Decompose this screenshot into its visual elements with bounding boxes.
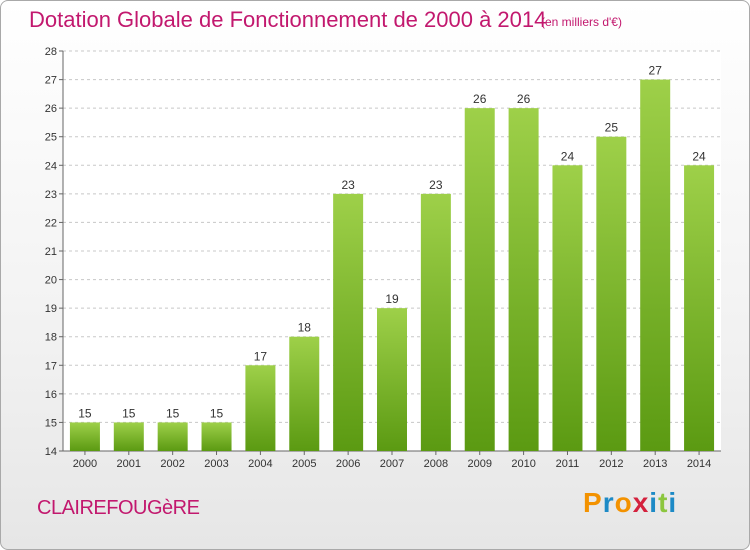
bar-value-label: 26 <box>473 92 487 106</box>
bar <box>289 336 320 451</box>
proxiti-logo: Proxiti <box>583 487 677 519</box>
y-tick-label: 19 <box>45 303 57 315</box>
x-tick-label: 2003 <box>204 458 228 470</box>
chart-subtitle: (en milliers d'€) <box>541 15 622 29</box>
bar <box>377 308 407 451</box>
y-tick-label: 28 <box>45 46 57 58</box>
brand-letter: x <box>632 487 650 518</box>
commune-name: CLAIREFOUGèRE <box>37 497 200 519</box>
bar-value-label: 23 <box>429 178 443 192</box>
bar-value-label: 15 <box>122 406 136 420</box>
bar-value-label: 18 <box>298 321 312 335</box>
bar <box>157 422 188 451</box>
y-tick-label: 14 <box>45 446 57 458</box>
bar-value-label: 15 <box>78 406 92 420</box>
brand-letter: i <box>668 487 678 518</box>
x-tick-label: 2001 <box>117 458 141 470</box>
x-tick-label: 2002 <box>160 458 184 470</box>
bar <box>596 136 627 451</box>
bar-value-label: 27 <box>649 64 663 78</box>
bar-value-label: 17 <box>254 349 268 363</box>
x-tick-label: 2008 <box>424 458 448 470</box>
brand-letter: P <box>583 487 603 518</box>
bar-value-label: 24 <box>561 149 575 163</box>
y-tick-label: 24 <box>45 160 57 172</box>
x-tick-label: 2004 <box>248 458 272 470</box>
y-tick-label: 27 <box>45 75 57 87</box>
bar-value-label: 25 <box>605 121 619 135</box>
brand-letter: o <box>614 487 633 518</box>
y-tick-label: 22 <box>45 217 57 229</box>
brand-letter: t <box>658 487 669 518</box>
bar <box>640 79 671 452</box>
bar-value-label: 26 <box>517 92 531 106</box>
bar <box>333 193 364 451</box>
x-tick-label: 2011 <box>556 458 580 470</box>
y-tick-label: 20 <box>45 275 57 287</box>
x-tick-label: 2014 <box>687 458 711 470</box>
bar <box>684 165 715 452</box>
bar <box>245 365 276 451</box>
bar <box>420 193 451 451</box>
bar-value-label: 24 <box>692 149 706 163</box>
bar-value-label: 15 <box>166 406 180 420</box>
y-tick-label: 15 <box>45 417 57 429</box>
y-tick-label: 25 <box>45 132 57 144</box>
y-tick-label: 18 <box>45 332 57 344</box>
y-tick-label: 23 <box>45 189 57 201</box>
brand-letter: r <box>602 487 615 518</box>
x-tick-label: 2012 <box>599 458 623 470</box>
y-tick-label: 21 <box>45 246 57 258</box>
x-tick-label: 2005 <box>292 458 316 470</box>
x-tick-label: 2000 <box>73 458 97 470</box>
x-tick-label: 2013 <box>643 458 667 470</box>
bar <box>464 108 495 452</box>
bar <box>69 422 100 451</box>
x-tick-label: 2007 <box>380 458 404 470</box>
x-tick-label: 2009 <box>467 458 491 470</box>
bar-value-label: 15 <box>210 406 224 420</box>
y-tick-label: 16 <box>45 389 57 401</box>
x-tick-label: 2006 <box>336 458 360 470</box>
brand-letter: i <box>649 487 659 518</box>
y-tick-label: 26 <box>45 103 57 115</box>
chart-title: Dotation Globale de Fonctionnement de 20… <box>29 7 547 32</box>
bar <box>552 165 583 452</box>
x-tick-label: 2010 <box>511 458 535 470</box>
bar <box>113 422 144 451</box>
bar <box>508 108 539 452</box>
bar-value-label: 23 <box>341 178 355 192</box>
y-tick-label: 17 <box>45 360 57 372</box>
bar <box>201 422 232 451</box>
bar-value-label: 19 <box>385 292 399 306</box>
